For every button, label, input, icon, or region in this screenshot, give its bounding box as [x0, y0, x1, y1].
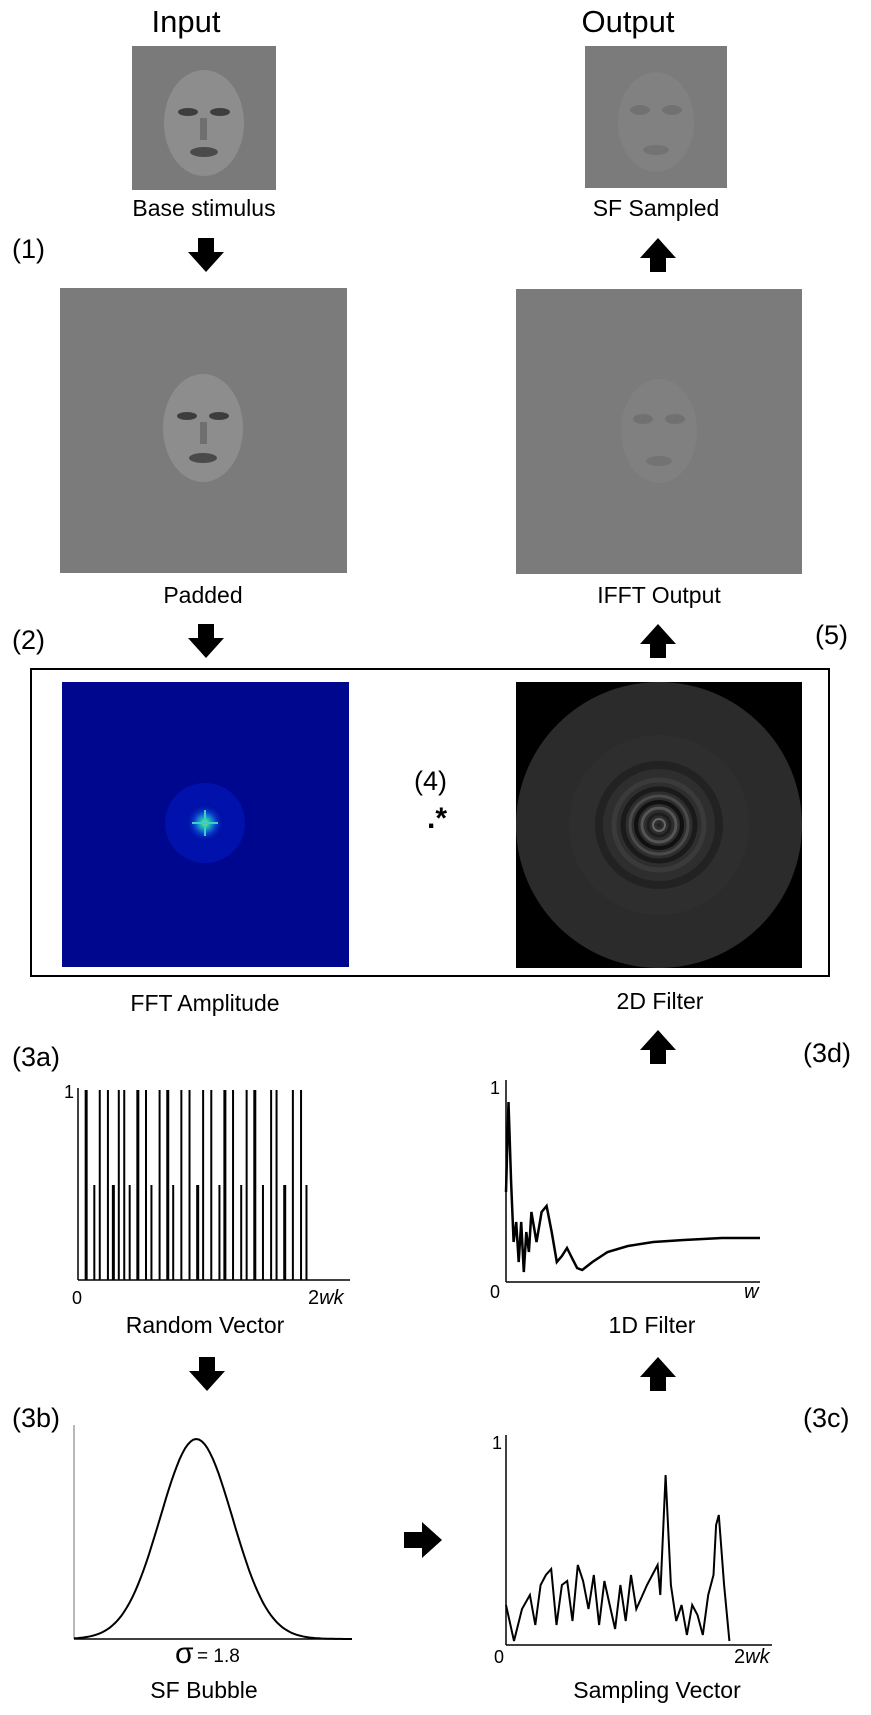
y-max-label: 1 [492, 1433, 502, 1453]
down-arrow-icon [189, 1357, 225, 1391]
filter-1d-caption: 1D Filter [608, 1312, 696, 1338]
base-stimulus-image [132, 46, 276, 190]
down-arrow-icon [188, 238, 224, 272]
random-vector-plot: 1 0 2wk [64, 1082, 350, 1308]
step-1-label: (1) [12, 234, 45, 264]
step-3d-label: (3d) [803, 1038, 852, 1068]
filter-2d-image [516, 682, 802, 968]
sampling-vector-curve [505, 1474, 731, 1642]
step-2-label: (2) [12, 625, 45, 655]
x-max-label: 2wk [308, 1287, 345, 1308]
sampling-vector-plot: 1 0 2wk [492, 1433, 772, 1668]
origin-label: 0 [494, 1647, 504, 1667]
sf-sampled-image [585, 46, 727, 188]
blurred-face-image [618, 72, 694, 172]
step-3a-label: (3a) [12, 1042, 61, 1072]
x-var-label: w [744, 1281, 760, 1300]
sigma-value: = 1.8 [197, 1646, 240, 1665]
ifft-face-image [621, 379, 697, 483]
x-max-label: 2wk [734, 1646, 771, 1668]
input-heading: Input [151, 4, 221, 39]
elementwise-multiply-operator: .* [427, 802, 448, 835]
up-arrow-icon [640, 238, 676, 272]
ifft-output-caption: IFFT Output [597, 582, 721, 608]
step-3b-label: (3b) [12, 1403, 61, 1433]
sigma-symbol: σ [175, 1637, 194, 1665]
fft-filter-frame [30, 668, 830, 977]
base-stimulus-caption: Base stimulus [132, 195, 276, 221]
up-arrow-icon [640, 1030, 676, 1064]
y-max-label: 1 [64, 1082, 74, 1102]
face-image [164, 70, 244, 176]
up-arrow-icon [640, 624, 676, 658]
origin-label: 0 [490, 1282, 500, 1300]
step-3c-label: (3c) [803, 1403, 850, 1433]
sampling-vector-caption: Sampling Vector [573, 1677, 741, 1703]
padded-caption: Padded [163, 582, 243, 608]
right-arrow-icon [404, 1522, 442, 1558]
filter-2d-rings [516, 682, 802, 968]
padded-image [60, 288, 347, 573]
origin-label: 0 [72, 1288, 82, 1308]
output-heading: Output [581, 4, 675, 39]
filter-1d-plot: 1 0 w [490, 1078, 760, 1300]
ifft-output-image [516, 289, 802, 574]
step-4-label: (4) [414, 766, 447, 796]
sf-bubble-plot: σ = 1.8 [73, 1425, 352, 1665]
down-arrow-icon [188, 624, 224, 658]
random-vector-bars [84, 1090, 308, 1280]
up-arrow-icon [640, 1357, 676, 1391]
sf-bubble-caption: SF Bubble [150, 1677, 258, 1703]
filter-2d-caption: 2D Filter [616, 988, 704, 1014]
gaussian-curve [73, 1437, 352, 1640]
sf-sampled-caption: SF Sampled [592, 195, 720, 221]
padded-face-image [163, 374, 243, 482]
fft-amplitude-caption: FFT Amplitude [130, 990, 280, 1016]
filter-1d-curve [504, 1101, 760, 1273]
step-5-label: (5) [815, 620, 848, 650]
y-max-label: 1 [490, 1078, 500, 1098]
fft-amplitude-image [62, 682, 349, 967]
fft-spectrum [62, 682, 349, 967]
random-vector-caption: Random Vector [125, 1312, 285, 1338]
